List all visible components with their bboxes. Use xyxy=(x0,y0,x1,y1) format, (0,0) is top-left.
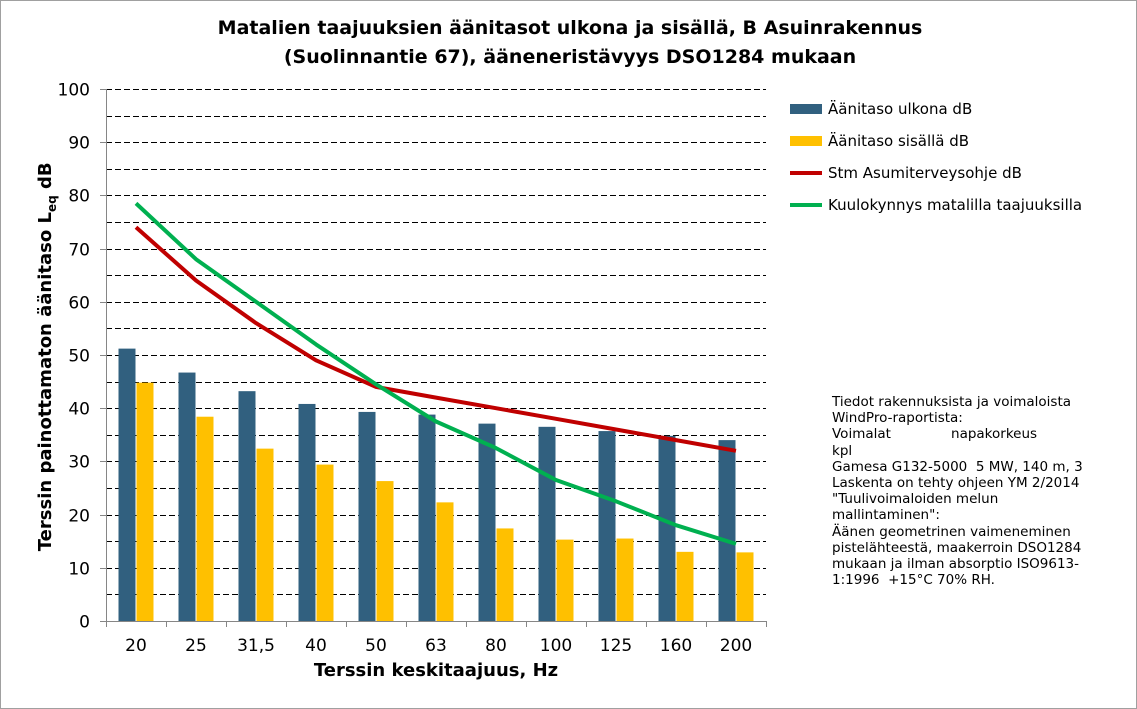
y-tick-label: 30 xyxy=(68,453,90,473)
x-tick-label: 100 xyxy=(540,636,572,656)
x-tick-label: 80 xyxy=(485,636,507,656)
bar xyxy=(538,426,556,621)
bar xyxy=(676,551,694,621)
legend-label: Äänitaso ulkona dB xyxy=(828,100,973,118)
x-tick-label: 63 xyxy=(425,636,447,656)
legend-label: Äänitaso sisällä dB xyxy=(828,132,970,150)
x-axis-label: Terssin keskitaajuus, Hz xyxy=(313,660,559,681)
legend-swatch xyxy=(790,203,822,207)
chart-title: Matalien taajuuksien äänitasot ulkona ja… xyxy=(100,14,1040,72)
legend-item: Kuulokynnys matalilla taajuuksilla xyxy=(790,189,1082,221)
note-line: 1:1996 +15°C 70% RH. xyxy=(832,572,995,589)
bar xyxy=(178,372,196,621)
bar xyxy=(496,528,514,621)
x-tick-label: 50 xyxy=(365,636,387,656)
chart-title-line-2: (Suolinnantie 67), ääneneristävyys DSO12… xyxy=(283,46,857,68)
note-line: Tiedot rakennuksista ja voimaloista xyxy=(832,394,1072,410)
bar xyxy=(196,416,214,621)
y-tick-label: 100 xyxy=(58,81,90,101)
notes-text: Tiedot rakennuksista ja voimaloista WindP… xyxy=(832,394,1132,588)
legend-label: Kuulokynnys matalilla taajuuksilla xyxy=(828,196,1083,214)
note-line: Voimalat napakorkeus xyxy=(832,426,1038,443)
bar xyxy=(418,414,436,621)
note-line: WindPro-raportista: xyxy=(832,410,963,427)
y-tick-label: 70 xyxy=(68,241,90,261)
y-tick-label: 90 xyxy=(68,134,90,154)
series-line xyxy=(134,225,737,453)
x-tick-label: 160 xyxy=(660,636,692,656)
x-tick-label: 125 xyxy=(600,636,632,656)
legend-item: Äänitaso ulkona dB xyxy=(790,93,1082,125)
note-line: mukaan ja ilman absorptio ISO9613- xyxy=(832,556,1080,573)
legend: Äänitaso ulkona dB Äänitaso sisällä dB Stm… xyxy=(790,93,1082,221)
y-tick-label: 20 xyxy=(68,507,90,527)
y-tick-label: 40 xyxy=(68,400,90,420)
legend-swatch xyxy=(790,171,822,175)
bar xyxy=(658,435,676,621)
note-line: Äänen geometrinen vaimeneminen xyxy=(832,523,1071,540)
bar xyxy=(136,382,154,621)
note-line: Gamesa G132-5000 5 MW, 140 m, 3 xyxy=(832,458,1083,475)
legend-item: Stm Asumiterveysohje dB xyxy=(790,157,1082,189)
note-line: "Tuulivoimaloiden melun xyxy=(832,491,999,508)
bar xyxy=(556,539,574,621)
bar xyxy=(358,411,376,621)
bar xyxy=(256,448,274,621)
bar xyxy=(616,538,634,621)
bar xyxy=(736,552,754,621)
series-line xyxy=(134,201,737,546)
bar xyxy=(298,403,316,621)
bar xyxy=(718,440,736,621)
x-tick-label: 25 xyxy=(185,636,207,656)
note-line: mallintaminen": xyxy=(832,507,940,524)
bar xyxy=(436,502,454,621)
y-tick-label: 10 xyxy=(68,560,90,580)
bar xyxy=(238,391,256,621)
y-tick-label: 0 xyxy=(79,613,90,633)
bar xyxy=(478,423,496,621)
chart-title-line-1: Matalien taajuuksien äänitasot ulkona ja… xyxy=(217,17,923,39)
bar xyxy=(118,348,136,621)
y-tick-label: 50 xyxy=(68,347,90,367)
x-tick-label: 31,5 xyxy=(237,636,275,656)
legend-item: Äänitaso sisällä dB xyxy=(790,125,1082,157)
note-line: pistelähteestä, maakerroin DSO1284 xyxy=(832,539,1082,556)
legend-label: Stm Asumiterveysohje dB xyxy=(828,164,1022,182)
bar xyxy=(598,431,616,621)
note-line: Laskenta on tehty ohjeen YM 2/2014 xyxy=(832,475,1080,492)
x-tick-label: 20 xyxy=(125,636,147,656)
x-tick-label: 200 xyxy=(720,636,752,656)
y-tick-label: 80 xyxy=(68,187,90,207)
y-tick-label: 60 xyxy=(68,294,90,314)
legend-swatch xyxy=(790,104,822,114)
note-line: kpl xyxy=(832,442,853,459)
legend-swatch xyxy=(790,136,822,146)
bar xyxy=(376,481,394,621)
bar xyxy=(316,464,334,621)
x-tick-label: 40 xyxy=(305,636,327,656)
